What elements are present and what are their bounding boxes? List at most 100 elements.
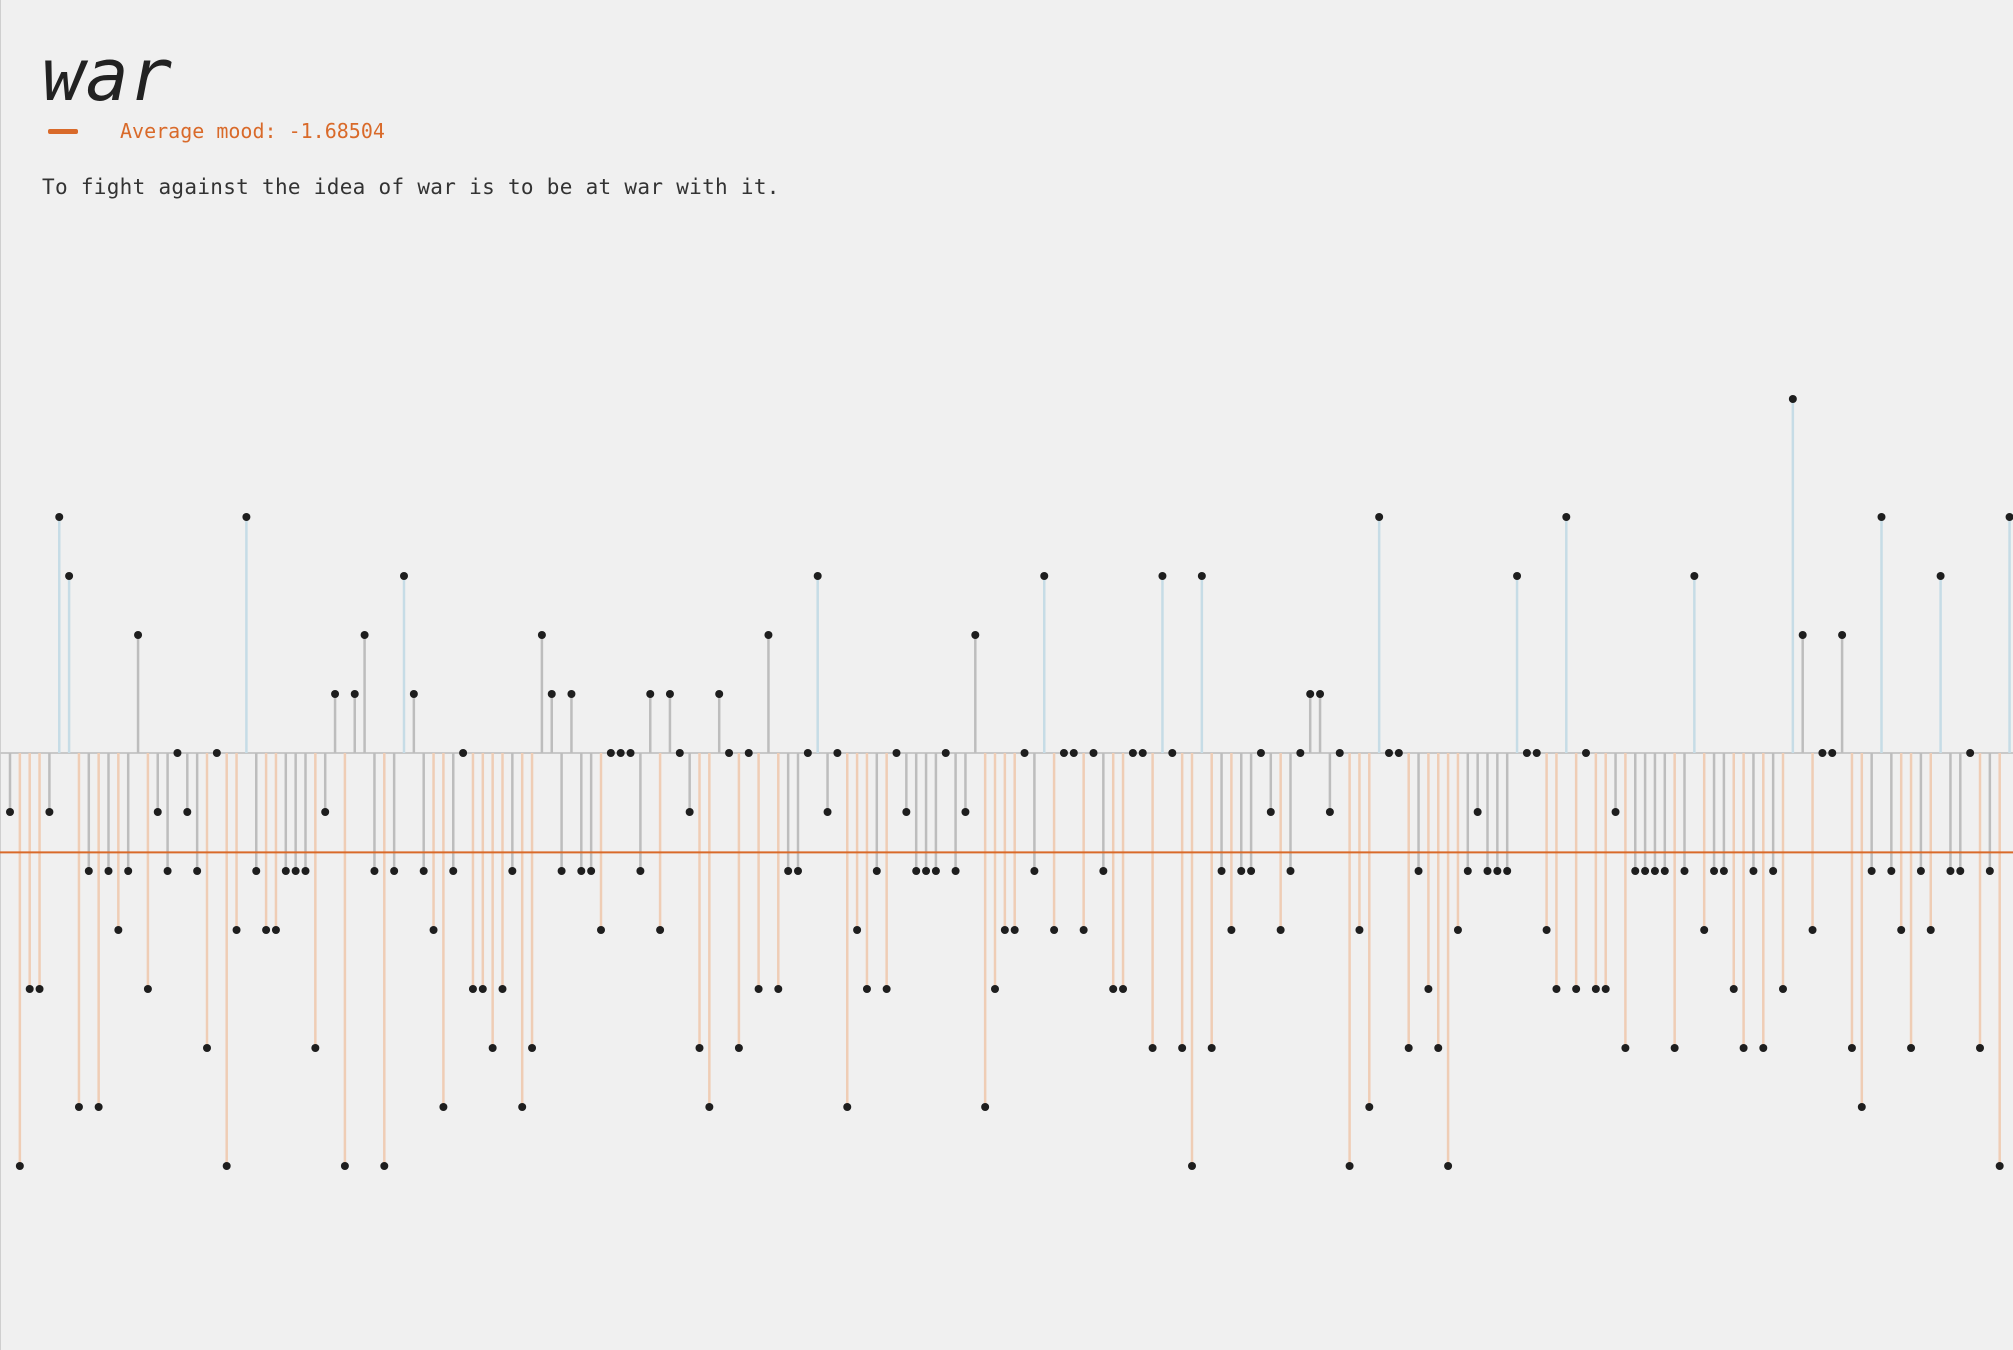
data-point (734, 1044, 743, 1052)
data-point (468, 985, 477, 993)
data-point (400, 572, 408, 580)
data-point (912, 867, 921, 875)
data-point (1907, 1044, 1916, 1052)
data-point (725, 749, 734, 757)
data-point (390, 867, 399, 875)
data-point (1237, 867, 1246, 875)
data-point (803, 749, 812, 757)
data-point (55, 513, 64, 521)
data-point (705, 1103, 714, 1111)
data-point (1936, 572, 1945, 580)
data-point (65, 572, 74, 580)
stems (8, 399, 2011, 1166)
data-point (1710, 867, 1719, 875)
data-point (419, 867, 428, 875)
data-point (350, 690, 359, 698)
data-point (941, 749, 950, 757)
data-point (291, 867, 300, 875)
data-point (1404, 1044, 1413, 1052)
data-point (1276, 926, 1285, 934)
data-point (1158, 572, 1167, 580)
data-point (695, 1044, 704, 1052)
data-point (1394, 749, 1403, 757)
data-point (1296, 749, 1305, 757)
data-point (1493, 867, 1502, 875)
data-point (1020, 749, 1029, 757)
data-point (1128, 749, 1137, 757)
data-point (1897, 926, 1906, 934)
data-point (370, 867, 379, 875)
data-point (1700, 926, 1709, 934)
data-point (1916, 867, 1925, 875)
data-point (675, 749, 684, 757)
data-point (1956, 867, 1965, 875)
data-point (84, 867, 93, 875)
data-point (931, 867, 940, 875)
data-point (114, 926, 123, 934)
data-point (636, 867, 645, 875)
data-point (1010, 926, 1019, 934)
data-point (1621, 1044, 1630, 1052)
data-point (94, 1103, 103, 1111)
average-mood-swatch (48, 128, 78, 134)
data-point (1591, 985, 1600, 993)
data-point (764, 631, 773, 639)
data-point (1729, 985, 1738, 993)
data-point (271, 926, 280, 934)
data-point (1838, 631, 1847, 639)
data-point (478, 985, 487, 993)
data-point (429, 926, 438, 934)
data-point (1424, 985, 1433, 993)
data-point (1690, 572, 1699, 580)
data-point (1857, 1103, 1866, 1111)
data-point (1877, 513, 1886, 521)
data-point (1473, 808, 1482, 816)
data-point (606, 749, 615, 757)
data-point (1946, 867, 1955, 875)
data-point (380, 1162, 389, 1170)
data-point (1207, 1044, 1216, 1052)
data-point (1345, 1162, 1354, 1170)
data-point (1887, 867, 1896, 875)
data-point (124, 867, 133, 875)
data-point (262, 926, 271, 934)
data-point (35, 985, 44, 993)
data-point (1168, 749, 1177, 757)
data-point (222, 1162, 231, 1170)
data-point (1759, 1044, 1768, 1052)
data-point (1306, 690, 1315, 698)
data-point (1660, 867, 1669, 875)
data-point (626, 749, 635, 757)
data-point (1355, 926, 1364, 934)
data-point (1542, 926, 1551, 934)
data-point (232, 926, 241, 934)
data-point (567, 690, 576, 698)
data-point (1985, 867, 1994, 875)
data-point (1719, 867, 1728, 875)
data-point (774, 985, 783, 993)
data-point (1562, 513, 1571, 521)
data-point (537, 631, 546, 639)
data-point (1316, 690, 1325, 698)
data-point (1808, 926, 1817, 934)
data-point (153, 808, 162, 816)
data-point (646, 690, 655, 698)
data-point (409, 690, 418, 698)
data-point (1365, 1103, 1374, 1111)
data-point (853, 926, 862, 934)
data-point (1749, 867, 1758, 875)
data-point (1680, 867, 1689, 875)
chart-title: war (42, 33, 173, 117)
data-point (1532, 749, 1541, 757)
data-point (1966, 749, 1975, 757)
data-point (685, 808, 694, 816)
data-point (1779, 985, 1787, 993)
data-point (754, 985, 763, 993)
data-point (1385, 749, 1393, 757)
data-point (242, 513, 251, 521)
data-point (134, 631, 143, 639)
data-point (1453, 926, 1462, 934)
data-point (1483, 867, 1492, 875)
data-point (6, 808, 14, 816)
